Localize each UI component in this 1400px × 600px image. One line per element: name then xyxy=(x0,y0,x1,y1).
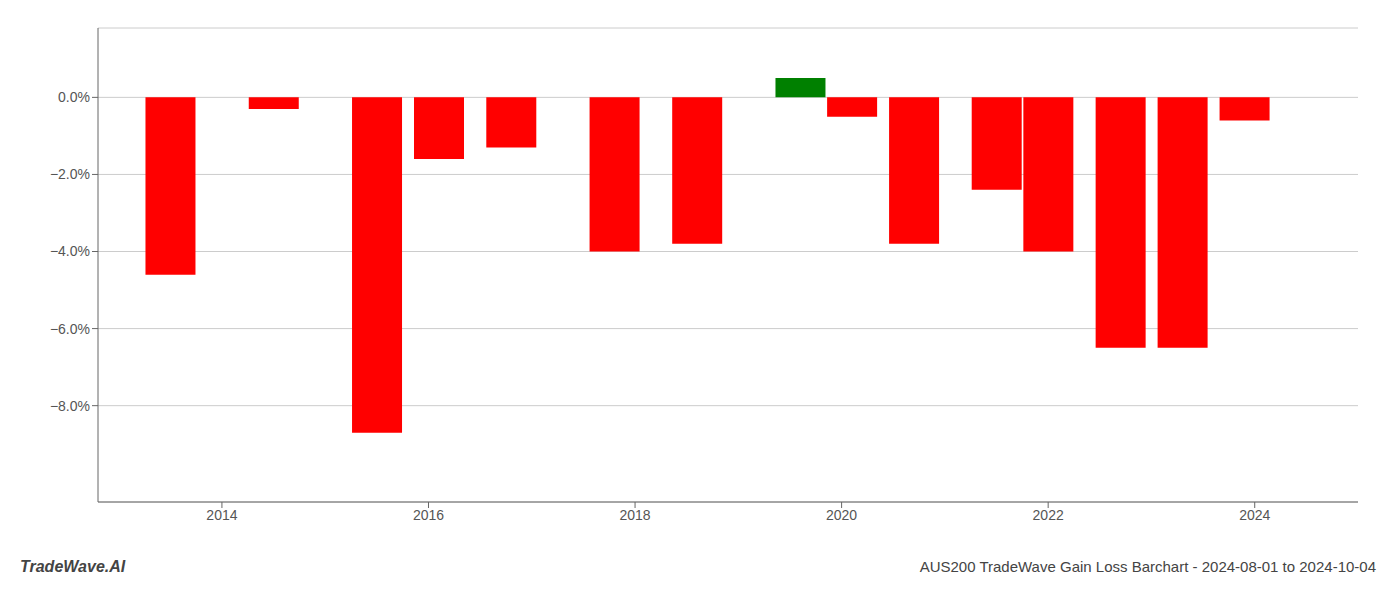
svg-text:−8.0%: −8.0% xyxy=(50,398,90,414)
svg-text:0.0%: 0.0% xyxy=(58,89,90,105)
svg-text:2016: 2016 xyxy=(413,507,444,523)
svg-text:2020: 2020 xyxy=(826,507,857,523)
svg-text:2014: 2014 xyxy=(206,507,237,523)
svg-text:−4.0%: −4.0% xyxy=(50,243,90,259)
html-text:TradeWave.AI: TradeWave.AI xyxy=(20,558,126,575)
svg-text:−6.0%: −6.0% xyxy=(50,321,90,337)
html-text:AUS200 TradeWave Gain Loss Bar: AUS200 TradeWave Gain Loss Barchart - 20… xyxy=(919,558,1376,575)
svg-text:2024: 2024 xyxy=(1239,507,1270,523)
svg-text:2022: 2022 xyxy=(1033,507,1064,523)
svg-text:−2.0%: −2.0% xyxy=(50,166,90,182)
svg-text:2018: 2018 xyxy=(619,507,650,523)
